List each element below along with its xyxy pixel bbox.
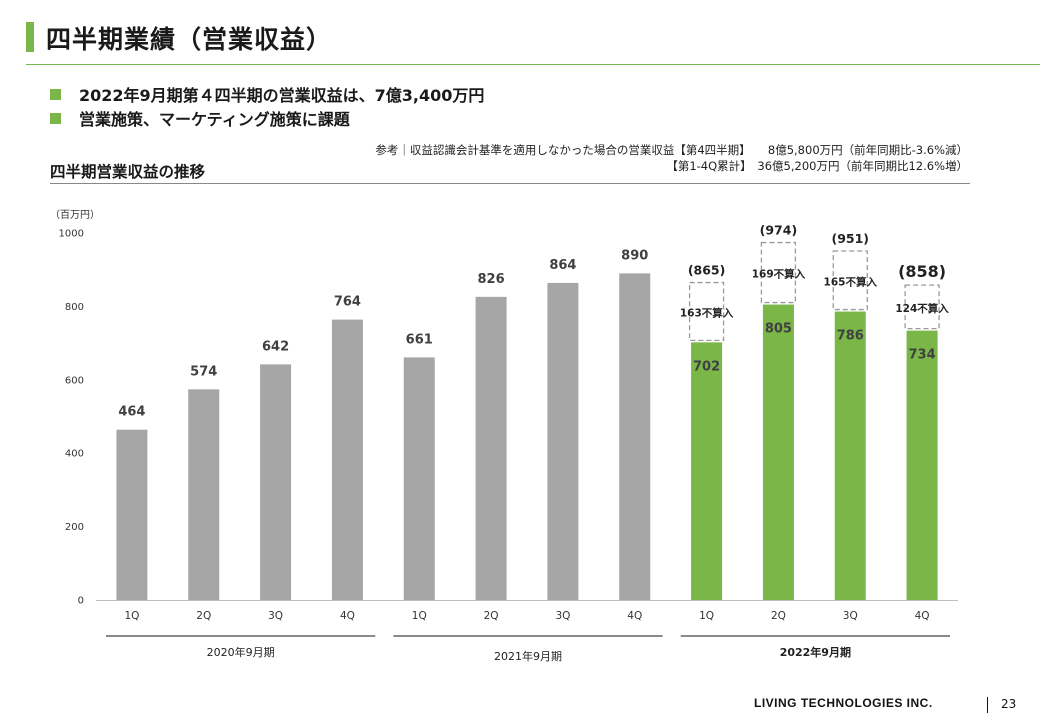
bullet-item: 営業施策、マーケティング施策に課題	[50, 106, 484, 130]
data-label: 864	[549, 258, 576, 273]
bar	[403, 357, 435, 600]
bar	[260, 364, 292, 600]
bar	[619, 273, 651, 600]
bar	[762, 304, 794, 600]
x-tick-label: 3Q	[555, 610, 570, 622]
data-label: 734	[909, 348, 936, 363]
x-tick-label: 2Q	[484, 610, 499, 622]
x-tick-label: 3Q	[268, 610, 283, 622]
unrecognized-label: 169不算入	[752, 268, 806, 281]
bullet-text: 2022年9月期第４四半期の営業収益は、7億3,400万円	[79, 86, 485, 105]
bar	[475, 296, 507, 600]
x-tick-label: 1Q	[124, 610, 139, 622]
bar	[834, 311, 866, 600]
unrecognized-label: 165不算入	[824, 275, 878, 288]
y-tick-label: 400	[65, 449, 84, 460]
bullet-text: 営業施策、マーケティング施策に課題	[79, 110, 350, 129]
x-tick-label: 1Q	[412, 610, 427, 622]
x-tick-label: 4Q	[627, 610, 642, 622]
total-label: (951)	[831, 231, 869, 246]
title-divider	[26, 64, 1040, 65]
x-tick-label: 4Q	[915, 610, 930, 622]
bullet-item: 2022年9月期第４四半期の営業収益は、7億3,400万円	[50, 82, 484, 106]
data-label: 764	[334, 295, 361, 310]
title-accent-bar	[26, 22, 34, 52]
company-logo: LIVING TECHNOLOGIES INC.	[754, 696, 933, 710]
bullet-square-icon	[50, 112, 61, 124]
bar	[547, 282, 579, 600]
bar	[906, 330, 938, 600]
group-label: 2021年9月期	[494, 649, 562, 663]
y-tick-label: 0	[78, 596, 84, 607]
unrecognized-label: 124不算入	[895, 302, 949, 315]
group-label: 2022年9月期	[780, 645, 851, 659]
page-number: 23	[1001, 697, 1017, 711]
x-tick-label: 4Q	[340, 610, 355, 622]
bullet-square-icon	[50, 88, 61, 100]
data-label: 826	[478, 272, 505, 287]
bar	[691, 342, 723, 600]
footer-divider	[987, 697, 988, 713]
y-tick-label: 800	[65, 302, 84, 313]
data-label: 805	[765, 322, 792, 337]
unrecognized-box	[832, 250, 868, 311]
y-tick-label: 600	[65, 375, 84, 386]
bar	[116, 429, 148, 600]
data-label: 661	[406, 332, 433, 347]
total-label: (974)	[760, 223, 798, 238]
reference-note-cumulative: 【第1-4Q累計】 36億5,200万円（前年同期比12.6%増）	[666, 159, 968, 173]
unrecognized-box	[688, 281, 725, 342]
page-title: 四半期業績（営業収益）	[46, 25, 333, 54]
section-divider	[50, 183, 970, 184]
group-label: 2020年9月期	[207, 645, 275, 659]
data-label: 702	[693, 359, 720, 374]
x-tick-label: 1Q	[699, 610, 714, 622]
bullet-list: 2022年9月期第４四半期の営業収益は、7億3,400万円 営業施策、マーケティ…	[50, 82, 484, 130]
data-label: 464	[118, 405, 145, 420]
unrecognized-label: 163不算入	[680, 306, 734, 319]
unrecognized-box	[904, 284, 940, 330]
y-tick-label: 200	[65, 522, 84, 533]
unit-label: （百万円）	[50, 210, 100, 221]
bar	[188, 389, 220, 600]
y-tick-label: 1000	[59, 229, 84, 240]
total-label: (865)	[688, 263, 726, 278]
x-tick-label: 2Q	[771, 610, 786, 622]
data-label: 642	[262, 339, 289, 354]
bar	[331, 319, 363, 600]
unrecognized-box	[760, 241, 797, 304]
reference-note-quarter: 参考｜収益認識会計基準を適用しなかった場合の営業収益【第4四半期】 8億5,80…	[375, 143, 968, 157]
data-label: 890	[621, 248, 648, 263]
section-title: 四半期営業収益の推移	[50, 163, 206, 181]
x-tick-label: 3Q	[843, 610, 858, 622]
data-label: 574	[190, 364, 217, 379]
data-label: 786	[837, 329, 864, 344]
total-label: (858)	[898, 262, 946, 281]
x-tick-label: 2Q	[196, 610, 211, 622]
